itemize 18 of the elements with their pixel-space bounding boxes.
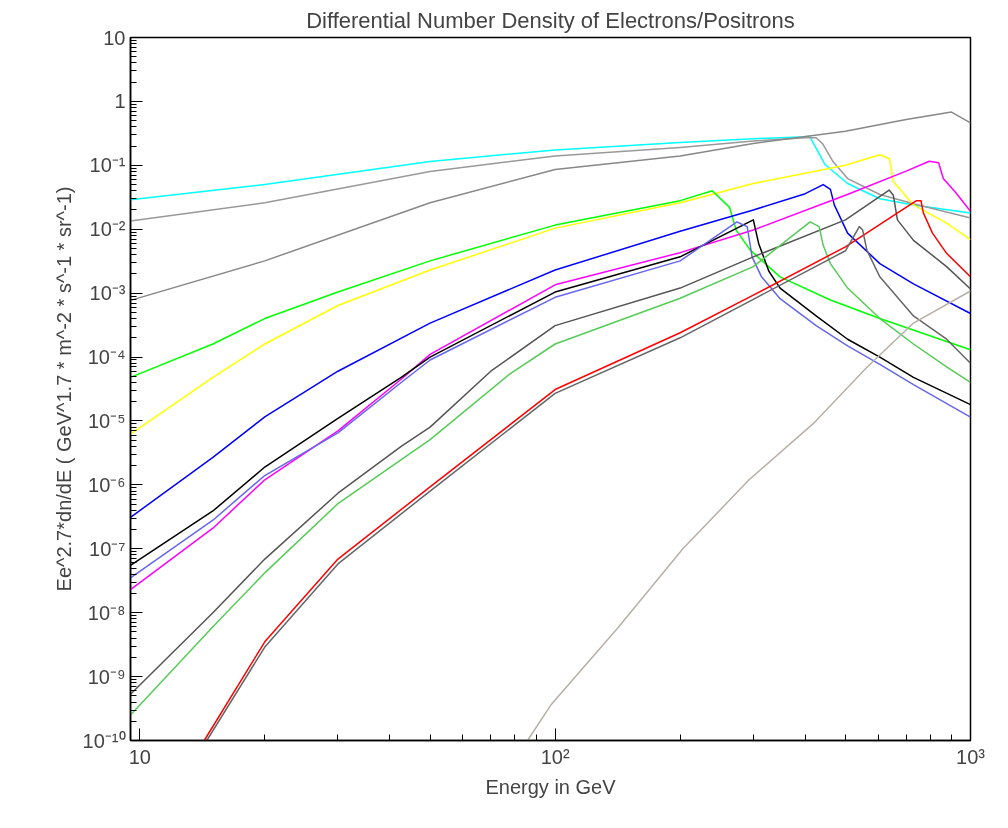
y-axis-title: Ee^2.7*dn/dE ( GeV^1.7 * m^-2 * s^-1 * sr^-1) [52,186,75,592]
y-tick-label: 10⁻¹⁰ [82,729,126,752]
y-tick-label: 10⁻⁶ [88,473,126,496]
y-tick-label: 10⁻⁸ [87,601,126,624]
x-tick-label: 10³ [956,745,986,768]
y-tick-label: 10⁻⁷ [89,537,126,560]
y-tick-label: 10⁻¹ [89,154,126,177]
x-axis-title: Energy in GeV [485,775,617,798]
y-tick-label: 1 [114,90,126,113]
y-tick-label: 10⁻² [89,218,126,241]
y-tick-label: 10⁻⁵ [87,409,126,432]
x-tick-label: 10² [540,745,570,768]
y-tick-label: 10⁻³ [89,282,126,305]
y-tick-label: 10 [103,26,126,49]
x-tick-label: 10 [128,745,151,768]
y-tick-label: 10⁻⁴ [87,346,126,369]
chart-title: Differential Number Density of Electrons/Positrons [306,7,795,33]
y-tick-label: 10⁻⁹ [87,665,126,688]
